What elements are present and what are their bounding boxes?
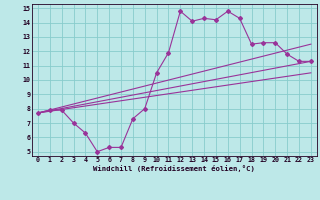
X-axis label: Windchill (Refroidissement éolien,°C): Windchill (Refroidissement éolien,°C) (93, 165, 255, 172)
